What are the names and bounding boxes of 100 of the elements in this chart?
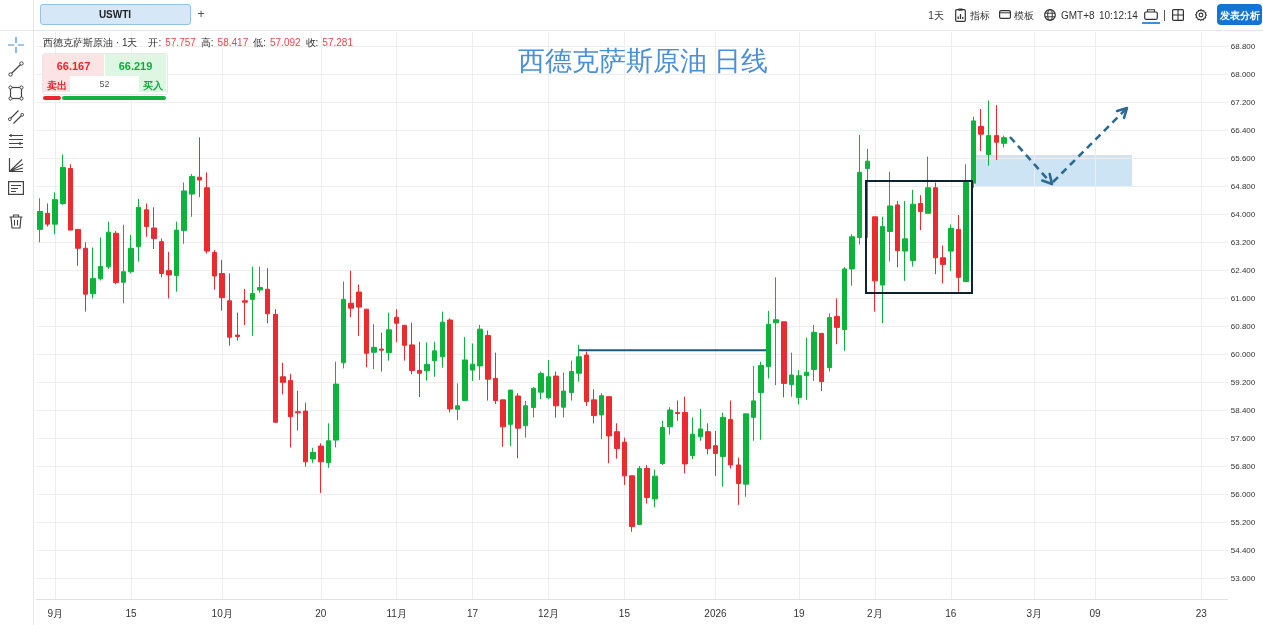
text: 1天: [928, 9, 944, 21]
candlestick: [925, 156, 931, 214]
candlestick: [386, 312, 392, 362]
candlestick: [310, 447, 316, 464]
y-tick-label: 66.400: [1230, 125, 1256, 135]
candlestick: [333, 361, 339, 448]
candlestick: [508, 389, 513, 447]
text: 指标: [970, 9, 990, 21]
candlestick: [644, 464, 650, 504]
candlestick: [477, 324, 483, 381]
x-tick-label: 09: [1089, 607, 1101, 619]
candlestick: [440, 311, 445, 369]
candlestick: [736, 457, 741, 506]
y-tick-label: 64.800: [1230, 181, 1256, 191]
candlestick: [159, 238, 164, 278]
x-tick-label: 10月: [211, 607, 233, 619]
candlestick: [485, 330, 491, 402]
candlestick: [660, 420, 665, 466]
candlestick: [52, 191, 58, 235]
candlestick: [303, 402, 308, 468]
candlestick: [698, 408, 703, 442]
text: GMT+8: [1061, 9, 1095, 21]
candlestick: [432, 341, 437, 378]
candlestick: [45, 203, 50, 228]
y-tick-label: 62.400: [1230, 265, 1256, 275]
candlestick: [402, 324, 407, 362]
candlestick: [364, 308, 369, 368]
annotation: 58.417: [217, 37, 249, 48]
y-tick-label: 58.400: [1230, 405, 1256, 415]
annotation: 开:: [148, 35, 162, 50]
candlestick: [834, 297, 840, 345]
candlestick: [918, 194, 923, 231]
candlestick: [265, 267, 270, 324]
y-tick-label: 67.200: [1230, 97, 1256, 107]
text: 模板: [1014, 9, 1034, 21]
candlestick: [371, 323, 377, 370]
candlestick: [690, 416, 695, 460]
candlestick: [948, 224, 954, 272]
candlestick: [493, 352, 498, 405]
x-tick-label: 2026: [704, 607, 728, 619]
candlestick: [667, 406, 673, 435]
y-tick-label: 57.600: [1230, 433, 1256, 443]
candlestick: [326, 422, 331, 469]
candlestick: [212, 249, 217, 291]
candlestick: [553, 371, 559, 419]
candlestick: [136, 198, 141, 263]
candlestick: [743, 413, 749, 498]
candlestick: [523, 400, 528, 439]
candlestick: [470, 343, 475, 382]
candlestick: [963, 163, 969, 283]
candlestick: [811, 324, 817, 382]
y-tick-label: 68.800: [1230, 41, 1256, 51]
candlestick: [895, 200, 900, 268]
candlestick: [447, 317, 453, 413]
candlestick: [584, 351, 589, 407]
candlestick: [713, 430, 718, 477]
candlestick: [978, 108, 984, 152]
candlestick: [128, 234, 134, 274]
text: 发表分析: [1219, 9, 1260, 21]
candlestick: [819, 332, 824, 392]
candlestick: [98, 236, 103, 281]
candlestick: [781, 321, 787, 398]
x-tick-label: 3月: [1026, 607, 1043, 619]
candlestick: [728, 400, 733, 469]
candlestick: [842, 266, 847, 352]
annotation: 高:: [200, 35, 214, 50]
candlestick: [751, 365, 756, 442]
candlestick: [250, 266, 255, 337]
candlestick: [637, 465, 642, 525]
candlestick: [994, 104, 999, 161]
y-tick-label: 64.000: [1230, 209, 1256, 219]
candlestick: [75, 228, 81, 267]
candlestick: [872, 216, 878, 313]
candlestick: [910, 189, 916, 267]
candlestick: [682, 396, 688, 474]
annotation: 66.167: [56, 59, 91, 72]
candlestick: [113, 230, 119, 285]
candlestick: [424, 341, 430, 382]
y-tick-label: 65.600: [1230, 153, 1256, 163]
candlestick: [500, 399, 506, 448]
candlestick: [273, 308, 278, 423]
candlestick: [705, 422, 711, 455]
candlestick: [197, 136, 202, 198]
text: +: [197, 5, 205, 22]
candlestick: [546, 359, 551, 400]
annotation: 52: [99, 78, 110, 90]
candlestick: [887, 171, 893, 263]
x-tick-label: 11月: [386, 607, 407, 619]
candlestick: [591, 388, 597, 424]
candlestick: [280, 362, 286, 395]
candlestick: [538, 371, 544, 400]
x-tick-label: 17: [467, 607, 479, 619]
candlestick: [37, 197, 43, 243]
candlestick: [83, 241, 88, 313]
candlestick: [257, 266, 263, 294]
candlestick: [629, 475, 635, 533]
candlestick: [121, 224, 126, 304]
x-tick-label: 23: [1195, 607, 1208, 619]
candlestick: [219, 259, 225, 312]
candlestick: [933, 182, 938, 275]
